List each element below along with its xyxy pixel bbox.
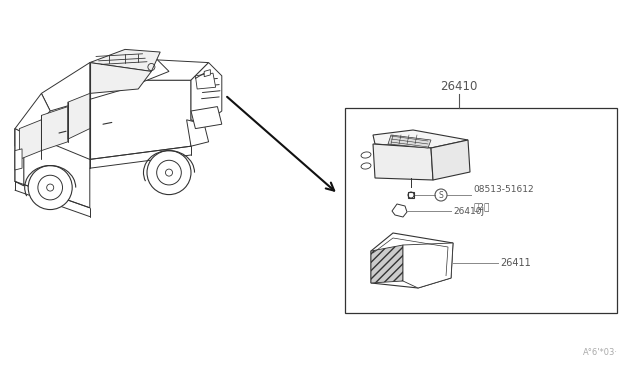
Polygon shape (373, 144, 433, 180)
Polygon shape (187, 120, 209, 146)
Polygon shape (19, 120, 42, 159)
Polygon shape (392, 204, 407, 217)
Polygon shape (403, 243, 453, 288)
Polygon shape (90, 80, 191, 159)
Polygon shape (42, 54, 169, 111)
Polygon shape (15, 129, 90, 208)
Polygon shape (204, 70, 211, 77)
Text: S: S (438, 190, 444, 199)
Polygon shape (373, 130, 468, 148)
Polygon shape (371, 245, 403, 283)
Circle shape (147, 151, 191, 195)
Polygon shape (42, 107, 68, 151)
Polygon shape (68, 93, 90, 139)
Polygon shape (191, 62, 222, 124)
Polygon shape (195, 73, 216, 89)
Circle shape (28, 166, 72, 209)
Polygon shape (431, 140, 470, 180)
Polygon shape (371, 233, 453, 288)
Text: 26411: 26411 (500, 258, 531, 268)
Ellipse shape (361, 163, 371, 169)
Ellipse shape (361, 152, 371, 158)
Polygon shape (15, 93, 50, 146)
Polygon shape (90, 62, 152, 93)
Polygon shape (90, 49, 160, 71)
Text: 08513-51612: 08513-51612 (473, 185, 534, 194)
Polygon shape (15, 149, 22, 170)
Polygon shape (90, 58, 209, 80)
Polygon shape (191, 107, 222, 129)
Bar (345, 108, 617, 313)
Polygon shape (388, 135, 431, 148)
Text: （2）: （2） (473, 202, 490, 211)
Text: 26410J: 26410J (453, 206, 484, 215)
Text: A°6'*03·: A°6'*03· (583, 348, 618, 357)
Text: 26410: 26410 (440, 80, 478, 93)
Polygon shape (15, 129, 24, 186)
